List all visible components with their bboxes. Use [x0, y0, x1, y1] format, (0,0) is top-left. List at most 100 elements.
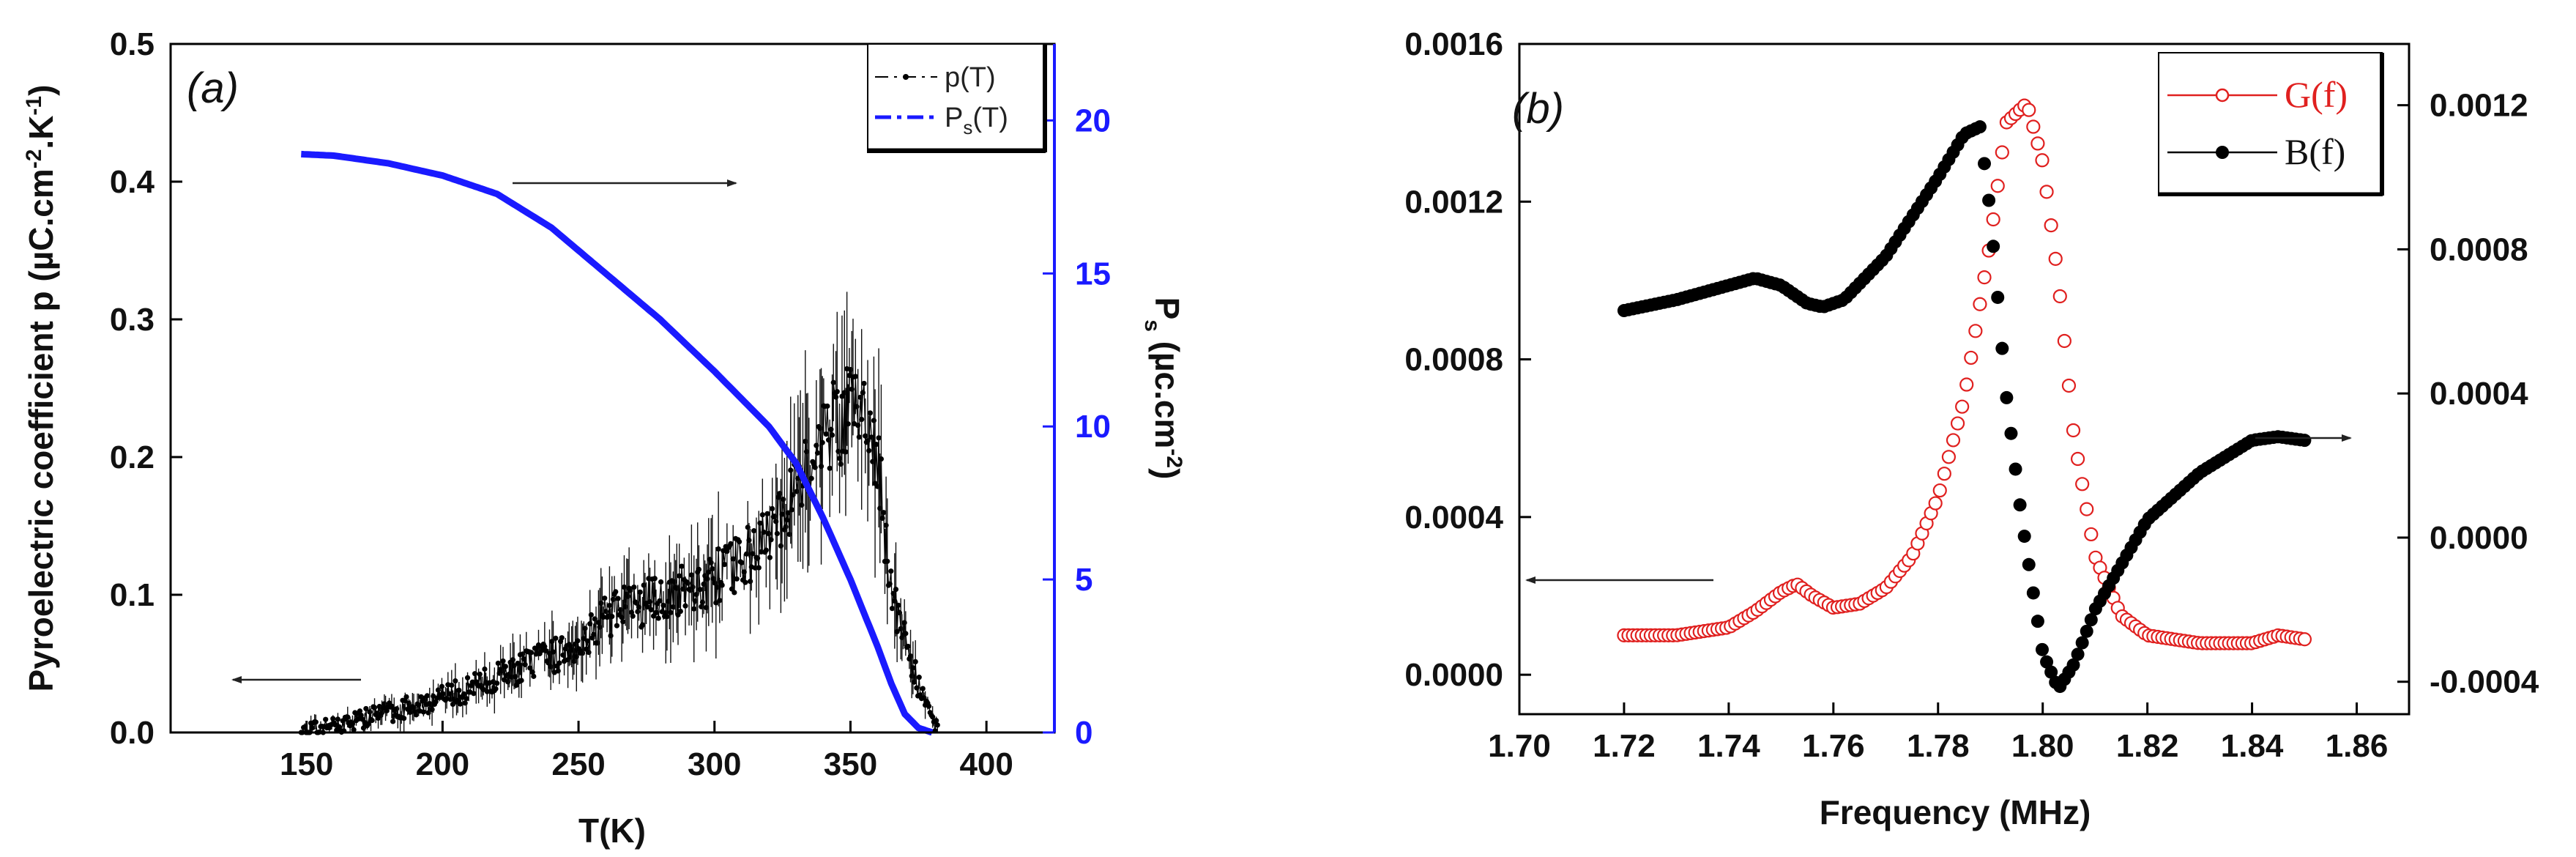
- x-ticks-a: 150 200 250 300 350 400: [280, 721, 1013, 782]
- y2-tick-label: -0.0004: [2430, 664, 2539, 700]
- series-ps-line: [301, 150, 934, 736]
- x-tick-label: 350: [824, 746, 877, 782]
- p-point: [852, 374, 858, 379]
- plot-frame-b: [1518, 42, 2411, 716]
- p-point: [789, 507, 795, 513]
- y-axis-label-a: Pyroelectric coefficient p (µC.cm-2.K-1): [22, 85, 60, 692]
- b-point: [2084, 613, 2098, 627]
- y2-tick-label: 0: [1075, 715, 1092, 751]
- x-tick-label: 1.72: [1593, 728, 1656, 764]
- legend-p-label: p(T): [945, 62, 996, 93]
- p-point: [757, 520, 763, 526]
- g-point: [1973, 297, 1987, 311]
- g-point: [2297, 632, 2312, 647]
- y-tick-label: 0.0012: [1404, 184, 1503, 220]
- y2-tick-label: 0.0000: [2430, 520, 2528, 556]
- b-point: [2013, 498, 2027, 512]
- x-tick-label: 1.82: [2116, 728, 2179, 764]
- x-tick-label: 250: [551, 746, 605, 782]
- y2-ticks-b: -0.0004 0.0000 0.0004 0.0008 0.0012: [2397, 88, 2539, 700]
- legend-b: G(f) B(f): [2158, 52, 2384, 196]
- y2-tick-label: 15: [1075, 256, 1111, 292]
- g-point: [2061, 378, 2077, 393]
- b-point: [1973, 120, 1987, 134]
- p-point: [553, 635, 559, 641]
- p-point: [679, 563, 685, 569]
- p-point: [734, 576, 740, 582]
- b-point: [2080, 624, 2093, 638]
- y-ticks-b: 0.0000 0.0004 0.0008 0.0012 0.0016: [1404, 26, 1531, 693]
- x-tick-label: 150: [280, 746, 333, 782]
- p-point: [717, 598, 723, 604]
- panel-label-b: (b): [1512, 85, 1564, 133]
- g-point: [1941, 450, 1957, 464]
- p-point: [677, 573, 682, 579]
- g-point: [1995, 145, 2009, 160]
- b-point: [1991, 290, 2005, 304]
- g-point: [1977, 270, 1992, 285]
- x-tick-label: 1.76: [1802, 728, 1865, 764]
- legend-b-marker: [2216, 146, 2229, 159]
- x-axis-label-a: T(K): [578, 812, 646, 850]
- legend-g-label: G(f): [2285, 74, 2348, 115]
- g-point: [2052, 289, 2067, 304]
- g-point: [1986, 212, 2000, 227]
- p-point: [843, 449, 849, 455]
- y-tick-label: 0.0004: [1404, 500, 1503, 535]
- y-tick-label: 0.0000: [1404, 657, 1503, 693]
- y-tick-label: 0.5: [110, 26, 155, 62]
- g-point: [1950, 416, 1965, 431]
- g-point: [1968, 324, 1983, 338]
- g-point: [1990, 179, 2005, 193]
- b-point: [2026, 586, 2040, 600]
- g-point: [1937, 467, 1951, 481]
- b-point: [2004, 426, 2018, 440]
- g-point: [2066, 423, 2081, 438]
- panel-label-a: (a): [187, 64, 239, 112]
- g-point: [1928, 496, 1943, 511]
- g-point: [1959, 377, 1974, 392]
- y2-tick-label: 0.0008: [2430, 231, 2528, 267]
- g-point: [1955, 399, 1970, 414]
- g-point: [2039, 185, 2054, 199]
- x-tick-label: 400: [959, 746, 1013, 782]
- b-point: [2298, 434, 2312, 448]
- legend-b-label: B(f): [2285, 131, 2345, 172]
- x-tick-label: 1.74: [1697, 728, 1760, 764]
- p-trace: [301, 368, 938, 734]
- y-tick-label: 0.0: [110, 715, 155, 751]
- series-b-dots: [1617, 120, 2312, 694]
- p-point: [668, 609, 674, 615]
- b-point: [2022, 557, 2036, 571]
- b-point: [2035, 642, 2049, 656]
- b-point: [2075, 636, 2089, 650]
- legend-g-marker: [2215, 88, 2230, 103]
- x-tick-label: 300: [688, 746, 741, 782]
- g-point: [2084, 527, 2099, 542]
- g-point: [1946, 433, 1961, 448]
- y-ticks-a: 0.0 0.1 0.2 0.3 0.4 0.5: [110, 26, 182, 751]
- series-p-dots: [298, 292, 940, 735]
- y-tick-label: 0.2: [110, 439, 155, 475]
- y-tick-label: 0.1: [110, 577, 155, 613]
- y2-tick-label: 20: [1075, 103, 1111, 138]
- b-point: [2044, 665, 2058, 679]
- p-point: [682, 603, 688, 609]
- b-point: [1982, 193, 1996, 207]
- p-point: [637, 589, 643, 595]
- x-tick-label: 1.70: [1488, 728, 1551, 764]
- x-tick-label: 1.86: [2326, 728, 2389, 764]
- p-point: [453, 678, 458, 684]
- chart-a: 150 200 250 300 350 400 0.0 0.1 0.2 0.3 0.4 0.5 0 5…: [22, 26, 1186, 850]
- b-point: [2017, 530, 2031, 543]
- g-point: [2057, 333, 2071, 349]
- b-point: [2071, 648, 2085, 661]
- g-point: [1964, 350, 1978, 366]
- g-point: [2048, 251, 2063, 266]
- legend-ps-label: Ps(T): [945, 103, 1008, 138]
- b-point: [2040, 655, 2054, 669]
- g-point: [2022, 103, 2036, 117]
- b-point: [1978, 157, 1992, 171]
- g-point: [2026, 119, 2041, 134]
